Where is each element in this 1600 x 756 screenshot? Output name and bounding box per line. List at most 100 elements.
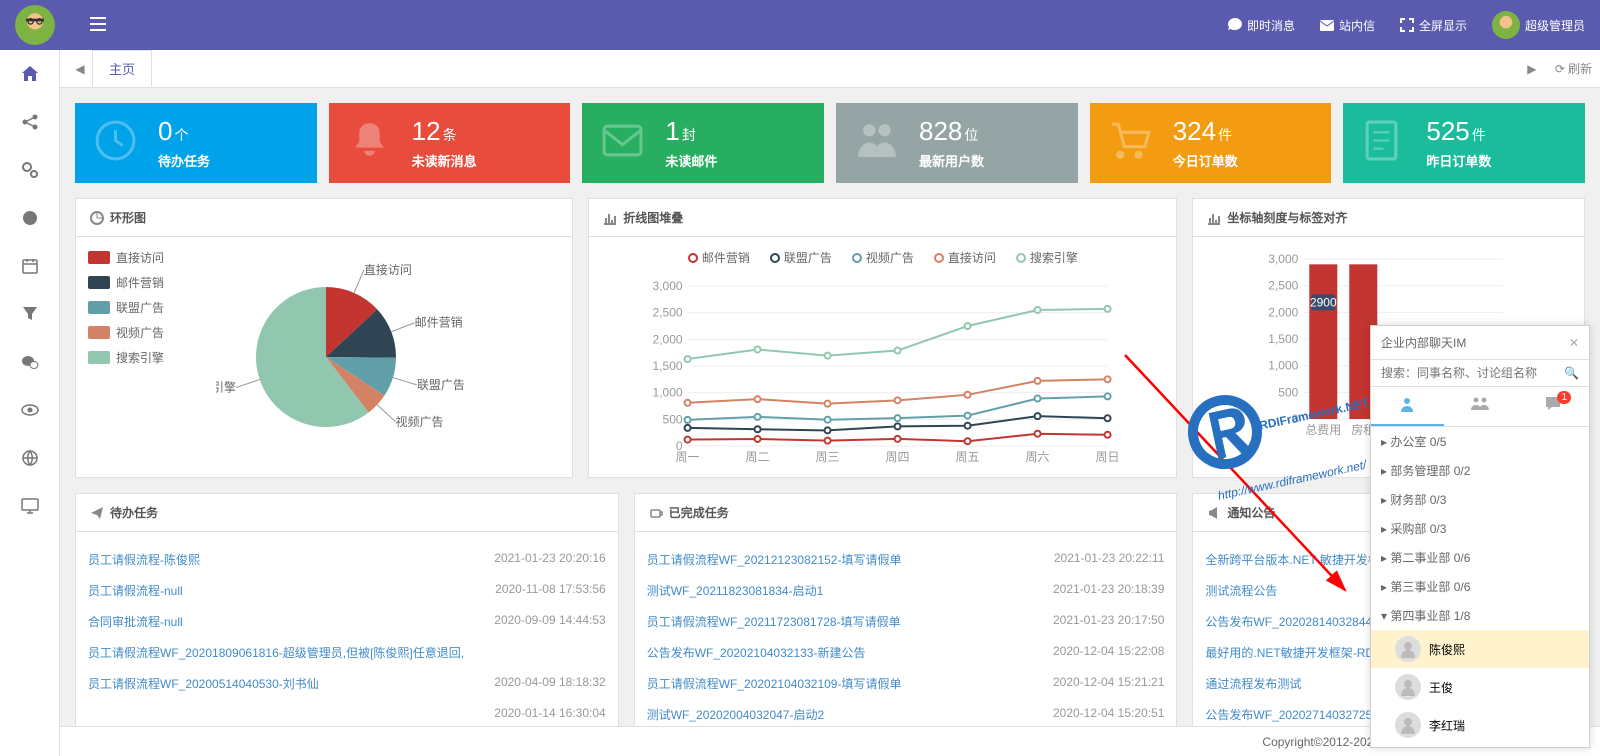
- inbox-label: 站内信: [1339, 17, 1375, 34]
- bullhorn-icon: [1207, 506, 1221, 520]
- pie-legend-item[interactable]: 联盟广告: [88, 299, 164, 316]
- refresh-button[interactable]: ▶ ⟳刷新: [1520, 60, 1592, 77]
- chat-badge: 1: [1557, 391, 1571, 404]
- line-legend-item[interactable]: 联盟广告: [770, 249, 832, 266]
- chat-person[interactable]: 李红瑞: [1371, 706, 1589, 744]
- svg-text:3,000: 3,000: [653, 279, 683, 293]
- pie-legend-item[interactable]: 直接访问: [88, 249, 164, 266]
- sidebar-share-icon[interactable]: [0, 98, 59, 146]
- line-title: 折线图堆叠: [623, 209, 683, 226]
- todo-title: 待办任务: [110, 504, 158, 521]
- instant-message-label: 即时消息: [1247, 17, 1295, 34]
- sidebar-desktop-icon[interactable]: [0, 482, 59, 530]
- chat-tab-messages[interactable]: 1: [1516, 387, 1589, 426]
- line-legend-item[interactable]: 邮件营销: [688, 249, 750, 266]
- line-panel: 折线图堆叠 邮件营销联盟广告视频广告直接访问搜索引擎 05001,0001,50…: [588, 198, 1177, 478]
- sidebar-gears-icon[interactable]: [0, 146, 59, 194]
- line-legend-item[interactable]: 搜索引擎: [1016, 249, 1078, 266]
- sidebar-wechat-icon[interactable]: [0, 338, 59, 386]
- svg-text:2,000: 2,000: [1269, 305, 1299, 319]
- sidebar-filter-icon[interactable]: [0, 290, 59, 338]
- pie-legend-item[interactable]: 视频广告: [88, 324, 164, 341]
- chat-group[interactable]: ▸ 第三事业部 0/6: [1371, 572, 1589, 601]
- fullscreen-link[interactable]: 全屏显示: [1400, 17, 1467, 34]
- list-item[interactable]: 2020-01-14 16:30:04: [88, 699, 606, 727]
- content-area: ◀ 主页 ▶ ⟳刷新 0个待办任务12条未读新消息1封未读邮件828位最新用户数…: [60, 50, 1600, 756]
- chat-person[interactable]: 陈俊熙: [1371, 630, 1589, 668]
- instant-message-link[interactable]: 即时消息: [1228, 17, 1295, 34]
- line-chart: 05001,0001,5002,0002,5003,000周一周二周三周四周五周…: [601, 276, 1164, 476]
- bar-icon2: [1207, 211, 1221, 225]
- user-avatar[interactable]: [15, 5, 55, 45]
- chat-search: 🔍: [1371, 360, 1589, 387]
- svg-text:500: 500: [1279, 385, 1299, 399]
- line-legend-item[interactable]: 视频广告: [852, 249, 914, 266]
- list-item[interactable]: 员工请假流程WF_20201809061816-超级管理员,但被[陈俊熙]任意退…: [88, 637, 606, 668]
- svg-text:周二: 周二: [746, 450, 770, 464]
- stats-row: 0个待办任务12条未读新消息1封未读邮件828位最新用户数324件今日订单数52…: [75, 103, 1585, 183]
- chat-search-input[interactable]: [1381, 366, 1564, 380]
- pie-title: 环形图: [110, 209, 146, 226]
- svg-text:0: 0: [1292, 412, 1299, 426]
- sidebar-eye-icon[interactable]: [0, 386, 59, 434]
- stat-card-1[interactable]: 12条未读新消息: [329, 103, 571, 183]
- svg-text:周四: 周四: [886, 450, 910, 464]
- stat-card-5[interactable]: 525件昨日订单数: [1343, 103, 1585, 183]
- list-item[interactable]: 测试WF_20211823081834-启动12021-01-23 20:18:…: [647, 575, 1165, 606]
- chat-person[interactable]: 王淮娟: [1371, 744, 1589, 747]
- chat-tab-groups[interactable]: [1444, 387, 1517, 426]
- list-item[interactable]: 员工请假流程WF_20202104032109-填写请假单2020-12-04 …: [647, 668, 1165, 699]
- pie-chart: 直接访问邮件营销联盟广告视频广告搜索引擎: [216, 247, 466, 467]
- sidebar-calendar-icon[interactable]: [0, 242, 59, 290]
- chat-person[interactable]: 王俊: [1371, 668, 1589, 706]
- svg-text:2900: 2900: [1310, 295, 1337, 309]
- list-item[interactable]: 合同审批流程-null2020-09-09 14:44:53: [88, 606, 606, 637]
- svg-text:搜索引擎: 搜索引擎: [216, 380, 236, 395]
- list-item[interactable]: 员工请假流程WF_20200514040530-刘书仙2020-04-09 18…: [88, 668, 606, 699]
- sidebar-badge-icon[interactable]: [0, 194, 59, 242]
- user-name-label: 超级管理员: [1525, 17, 1585, 34]
- stat-card-2[interactable]: 1封未读邮件: [582, 103, 824, 183]
- done-title: 已完成任务: [669, 504, 729, 521]
- chat-panel: 企业内部聊天IM✕ 🔍 1 ▸ 办公室 0/5▸ 部务管理部 0/2▸ 财务部 …: [1370, 325, 1590, 748]
- list-item[interactable]: 员工请假流程WF_20211723081728-填写请假单2021-01-23 …: [647, 606, 1165, 637]
- menu-toggle-icon[interactable]: [90, 17, 106, 34]
- chat-group[interactable]: ▾ 第四事业部 1/8: [1371, 601, 1589, 630]
- pie-legend-item[interactable]: 搜索引擎: [88, 349, 164, 366]
- list-item[interactable]: 公告发布WF_20202104032133-新建公告2020-12-04 15:…: [647, 637, 1165, 668]
- chat-group[interactable]: ▸ 部务管理部 0/2: [1371, 456, 1589, 485]
- chat-close-icon[interactable]: ✕: [1569, 336, 1579, 350]
- send-icon: [90, 506, 104, 520]
- svg-text:3,000: 3,000: [1269, 252, 1299, 266]
- stat-card-4[interactable]: 324件今日订单数: [1090, 103, 1332, 183]
- inbox-link[interactable]: 站内信: [1320, 17, 1375, 34]
- tab-bar: ◀ 主页 ▶ ⟳刷新: [60, 50, 1600, 88]
- fullscreen-label: 全屏显示: [1419, 17, 1467, 34]
- stat-card-3[interactable]: 828位最新用户数: [836, 103, 1078, 183]
- chat-tab-contacts[interactable]: [1371, 387, 1444, 426]
- user-menu[interactable]: 超级管理员: [1492, 11, 1585, 39]
- line-legend-item[interactable]: 直接访问: [934, 249, 996, 266]
- list-item[interactable]: 员工请假流程-陈俊熙2021-01-23 20:20:16: [88, 544, 606, 575]
- sidebar-globe-icon[interactable]: [0, 434, 59, 482]
- chat-group[interactable]: ▸ 采购部 0/3: [1371, 514, 1589, 543]
- main-scroll: 0个待办任务12条未读新消息1封未读邮件828位最新用户数324件今日订单数52…: [60, 88, 1600, 756]
- stat-card-0[interactable]: 0个待办任务: [75, 103, 317, 183]
- svg-text:1,500: 1,500: [653, 359, 683, 373]
- chat-group[interactable]: ▸ 办公室 0/5: [1371, 427, 1589, 456]
- tab-prev-icon[interactable]: ◀: [68, 62, 92, 76]
- tab-next-icon[interactable]: ▶: [1520, 62, 1544, 76]
- chat-group[interactable]: ▸ 第二事业部 0/6: [1371, 543, 1589, 572]
- list-item[interactable]: 员工请假流程-null2020-11-08 17:53:56: [88, 575, 606, 606]
- tab-home[interactable]: 主页: [92, 50, 152, 87]
- pie-legend-item[interactable]: 邮件营销: [88, 274, 164, 291]
- sidebar-home-icon[interactable]: [0, 50, 59, 98]
- pie-panel: 环形图 直接访问邮件营销联盟广告视频广告搜索引擎 直接访问邮件营销联盟广告视频广…: [75, 198, 573, 478]
- svg-text:2,000: 2,000: [653, 332, 683, 346]
- chat-group[interactable]: ▸ 财务部 0/3: [1371, 485, 1589, 514]
- svg-text:总费用: 总费用: [1306, 423, 1342, 437]
- sidebar: [0, 50, 60, 756]
- list-item[interactable]: 员工请假流程WF_20212123082152-填写请假单2021-01-23 …: [647, 544, 1165, 575]
- search-icon[interactable]: 🔍: [1564, 366, 1579, 380]
- svg-text:周六: 周六: [1026, 450, 1050, 464]
